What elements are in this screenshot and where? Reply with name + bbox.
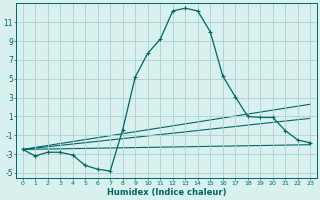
X-axis label: Humidex (Indice chaleur): Humidex (Indice chaleur): [107, 188, 226, 197]
